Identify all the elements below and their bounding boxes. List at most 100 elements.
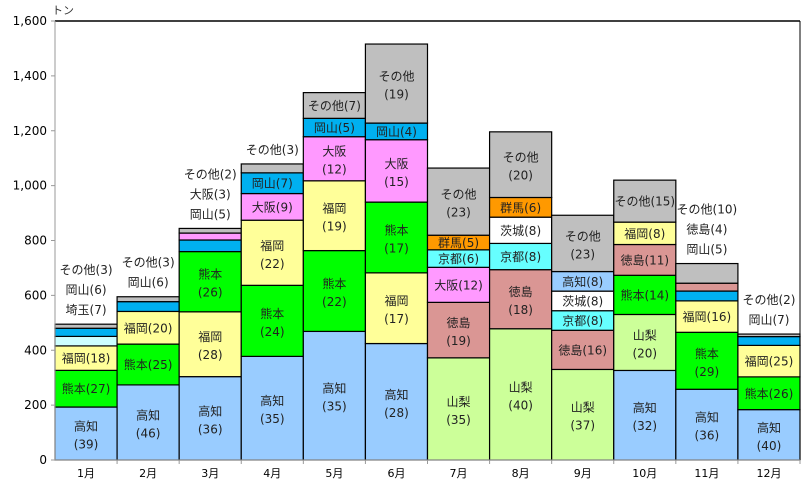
axes-layer: 0 200 400 600 800 1,000 1,200 1,400 1,600 1月 2月 3月 4…	[13, 14, 801, 480]
segment-label-value: (12)	[322, 163, 347, 177]
segment-label-value: (39)	[74, 438, 99, 452]
segment-label: 岡山(7)	[252, 177, 293, 191]
segment-label-value: (23)	[570, 247, 595, 261]
outside-segment-label: その他(3)	[122, 256, 175, 270]
segment-label-name: その他	[565, 229, 601, 243]
x-tick-label: 6月	[387, 467, 405, 480]
y-tick-label: 1,000	[13, 179, 47, 193]
segment-label-value: (26)	[198, 286, 223, 300]
y-tick-label: 1,600	[13, 14, 47, 28]
x-tick-label: 5月	[325, 467, 343, 480]
segment-label: 茨城(8)	[562, 294, 603, 308]
segment-label-value: (35)	[446, 413, 471, 427]
y-tick-label: 200	[24, 398, 47, 412]
y-tick-label: 1,200	[13, 124, 47, 138]
bars-layer: 高知(39)熊本(27)福岡(18)その他(3)岡山(6)埼玉(7)高知(46)…	[54, 43, 801, 461]
x-tick-label: 10月	[632, 467, 657, 480]
outside-segment-label: 岡山(5)	[686, 243, 727, 257]
bar-segment-その他	[737, 333, 801, 338]
segment-label-name: 高知	[260, 393, 284, 408]
bar-segment-大阪	[302, 136, 367, 182]
bar-segment-徳島	[675, 282, 739, 292]
y-tick-label: 1,400	[13, 69, 47, 83]
y-tick-label: 600	[24, 288, 47, 302]
x-tick-label: 3月	[201, 467, 219, 480]
segment-label-name: 熊本	[322, 276, 346, 291]
segment-label: 京都(6)	[438, 252, 479, 266]
segment-label-value: (46)	[136, 426, 161, 440]
segment-label-value: (28)	[198, 348, 223, 362]
outside-segment-label: 埼玉(7)	[66, 303, 107, 317]
segment-label-name: 高知	[633, 400, 657, 415]
outside-segment-label: その他(3)	[246, 143, 299, 157]
y-tick-label: 0	[39, 453, 47, 467]
bar-segment-徳島	[488, 269, 553, 330]
bar-segment-その他	[364, 43, 429, 124]
bar-segment-大阪	[240, 192, 304, 221]
segment-label-value: (22)	[260, 257, 285, 271]
segment-label: 京都(8)	[562, 314, 603, 328]
segment-label: 群馬(5)	[438, 236, 479, 250]
segment-label-name: 熊本	[695, 346, 719, 361]
outside-segment-label: 大阪(3)	[190, 187, 231, 201]
outside-segment-label: その他(2)	[184, 167, 237, 181]
segment-label-name: 熊本	[198, 267, 222, 282]
bar-segment-高知	[675, 388, 739, 461]
segment-label-value: (24)	[260, 325, 285, 339]
segment-label-name: 高知	[384, 387, 408, 402]
segment-label-value: (35)	[322, 400, 347, 414]
bar-segment-その他	[426, 167, 491, 236]
bar-segment-その他	[302, 92, 367, 119]
y-tick-label: 400	[24, 343, 47, 357]
bar-segment-その他	[116, 296, 180, 303]
segment-label-name: 高知	[198, 403, 222, 418]
segment-label: 京都(8)	[500, 250, 541, 264]
outside-segment-label: その他(10)	[677, 203, 738, 217]
bar-segment-岡山	[54, 327, 118, 338]
bar-segment-熊本	[675, 331, 739, 390]
segment-label-value: (18)	[508, 303, 533, 317]
segment-label: 福岡(25)	[745, 354, 794, 369]
segment-label-value: (29)	[695, 365, 720, 379]
segment-label: 岡山(4)	[376, 125, 417, 139]
y-tick-label: 800	[24, 234, 47, 248]
x-tick-label: 2月	[139, 467, 157, 480]
segment-label-value: (35)	[260, 412, 285, 426]
segment-label-name: 福岡	[198, 329, 222, 344]
segment-label: 熊本(25)	[124, 357, 173, 372]
bar-segment-福岡	[675, 300, 739, 333]
segment-label-name: その他	[503, 151, 539, 165]
segment-label-value: (40)	[508, 398, 533, 412]
segment-label: 福岡(16)	[683, 309, 732, 324]
bar-segment-その他	[240, 163, 304, 174]
outside-segment-label: 岡山(6)	[128, 276, 169, 290]
segment-label: 福岡(8)	[624, 226, 665, 241]
segment-label-name: 大阪	[384, 157, 408, 171]
segment-label-value: (20)	[632, 346, 657, 360]
bar-segment-大阪	[426, 266, 491, 303]
bar-segment-その他	[54, 323, 118, 329]
segment-label-value: (40)	[757, 439, 782, 453]
segment-label-name: 熊本	[384, 222, 408, 237]
bar-segment-福岡	[178, 311, 242, 378]
bar-segment-熊本	[178, 250, 242, 313]
segment-label-value: (15)	[384, 175, 409, 189]
segment-label-name: 高知	[74, 419, 98, 434]
bar-segment-その他	[613, 179, 677, 223]
segment-label-value: (19)	[446, 334, 471, 348]
bar-segment-その他	[675, 262, 739, 284]
segment-label-value: (36)	[695, 429, 720, 443]
segment-label-name: 福岡	[322, 201, 346, 216]
segment-label-name: 高知	[695, 410, 719, 425]
bar-segment-福岡	[240, 219, 304, 286]
segment-label-value: (37)	[570, 419, 595, 433]
segment-label-name: 高知	[322, 381, 346, 396]
outside-segment-label: 岡山(7)	[748, 313, 789, 327]
segment-label: 徳島(16)	[558, 342, 607, 357]
segment-label-value: (17)	[384, 241, 409, 255]
bar-segment-熊本	[364, 201, 429, 274]
segment-label: 大阪(9)	[252, 200, 293, 214]
bar-segment-熊本	[302, 249, 367, 333]
segment-label-name: 徳島	[509, 284, 533, 299]
